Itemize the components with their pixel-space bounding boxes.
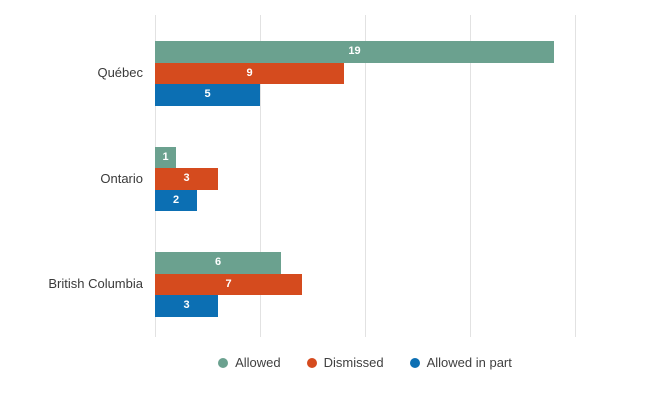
legend-item-allowed-in-part: Allowed in part <box>409 355 512 370</box>
legend-dot-dismissed-icon <box>306 357 317 368</box>
legend-label-allowed-in-part: Allowed in part <box>426 355 512 370</box>
bar-dismissed-quebec: 9 <box>155 62 344 84</box>
bar-allowed-british-columbia: 6 <box>155 252 281 274</box>
bar-allowed-ontario: 1 <box>155 146 176 168</box>
legend-item-allowed: Allowed <box>218 355 281 370</box>
gridline-5 <box>260 15 261 337</box>
bar-dismissed-british-columbia: 7 <box>155 273 302 295</box>
bar-value-label: 6 <box>214 256 222 269</box>
bar-dismissed-ontario: 3 <box>155 168 218 190</box>
bar-value-label: 9 <box>246 66 253 79</box>
legend-dot-allowed-icon <box>218 357 229 368</box>
bar-value-label: 1 <box>162 150 169 163</box>
bar-allowed-in-part-quebec: 5 <box>155 84 260 106</box>
legend-label-dismissed: Dismissed <box>323 355 384 370</box>
category-label-quebec: Québec <box>97 65 143 80</box>
legend: Allowed Dismissed Allowed in part <box>155 355 575 370</box>
gridline-15 <box>470 15 471 337</box>
legend-label-allowed: Allowed <box>235 355 281 370</box>
gridline-10 <box>365 15 366 337</box>
bar-value-label: 3 <box>183 299 190 312</box>
plot-area: 19 1 6 9 3 7 5 2 3 <box>155 15 576 337</box>
gridline-20 <box>575 15 576 337</box>
bar-value-label: 7 <box>225 277 232 290</box>
bar-allowed-quebec: 19 <box>155 41 554 63</box>
category-label-british-columbia: British Columbia <box>48 276 143 291</box>
bar-value-label: 19 <box>348 45 361 58</box>
legend-dot-allowed-in-part-icon <box>409 357 420 368</box>
bar-allowed-in-part-british-columbia: 3 <box>155 295 218 317</box>
category-label-ontario: Ontario <box>100 171 143 186</box>
legend-item-dismissed: Dismissed <box>306 355 384 370</box>
bar-value-label: 3 <box>183 172 190 185</box>
bar-value-label: 2 <box>172 193 180 206</box>
bar-value-label: 5 <box>204 88 211 101</box>
bar-allowed-in-part-ontario: 2 <box>155 189 197 211</box>
